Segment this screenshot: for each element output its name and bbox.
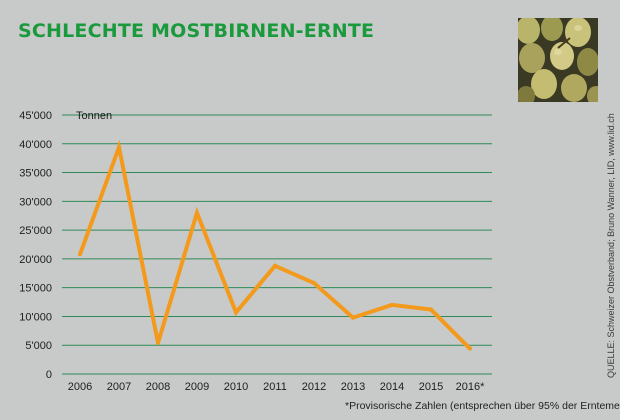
data-point <box>234 310 238 315</box>
data-point <box>312 281 316 286</box>
data-point <box>351 315 355 320</box>
x-tick-label: 2013 <box>341 381 365 393</box>
y-tick-label: 30'000 <box>19 196 52 208</box>
y-tick-label: 45'000 <box>19 110 52 122</box>
x-tick-label: 2011 <box>263 381 287 393</box>
data-point <box>273 263 277 268</box>
y-tick-label: 35'000 <box>19 168 52 180</box>
x-tick-label: 2006 <box>68 381 92 393</box>
x-tick-label: 2016* <box>456 381 485 393</box>
series-line <box>78 139 472 351</box>
x-tick-label: 2014 <box>380 381 404 393</box>
pears-photo <box>518 18 598 102</box>
data-point <box>78 252 82 257</box>
x-tick-label: 2008 <box>146 381 170 393</box>
y-tick-label: 25'000 <box>19 225 52 237</box>
data-point <box>117 145 121 150</box>
y-tick-label: 10'000 <box>19 311 52 323</box>
footnote: *Provisorische Zahlen (entsprechen über … <box>345 400 620 412</box>
x-tick-label: 2015 <box>419 381 443 393</box>
chart-title: SCHLECHTE MOSTBIRNEN-ERNTE <box>18 20 375 42</box>
y-axis-label: Tonnen <box>76 110 112 122</box>
source-credit: QUELLE: Schweizer Obstverband; Bruno Wan… <box>606 113 616 378</box>
y-tick-label: 15'000 <box>19 283 52 295</box>
x-tick-label: 2007 <box>107 381 131 393</box>
data-point <box>195 210 199 215</box>
y-tick-label: 5'000 <box>25 340 52 352</box>
data-point <box>390 302 394 307</box>
y-tick-label: 20'000 <box>19 254 52 266</box>
y-tick-label: 0 <box>46 369 52 381</box>
data-point <box>156 340 160 345</box>
x-tick-label: 2010 <box>224 381 248 393</box>
data-point <box>429 307 433 312</box>
y-tick-label: 40'000 <box>19 139 52 151</box>
x-tick-label: 2012 <box>302 381 326 393</box>
x-tick-label: 2009 <box>185 381 209 393</box>
data-point <box>468 346 472 351</box>
